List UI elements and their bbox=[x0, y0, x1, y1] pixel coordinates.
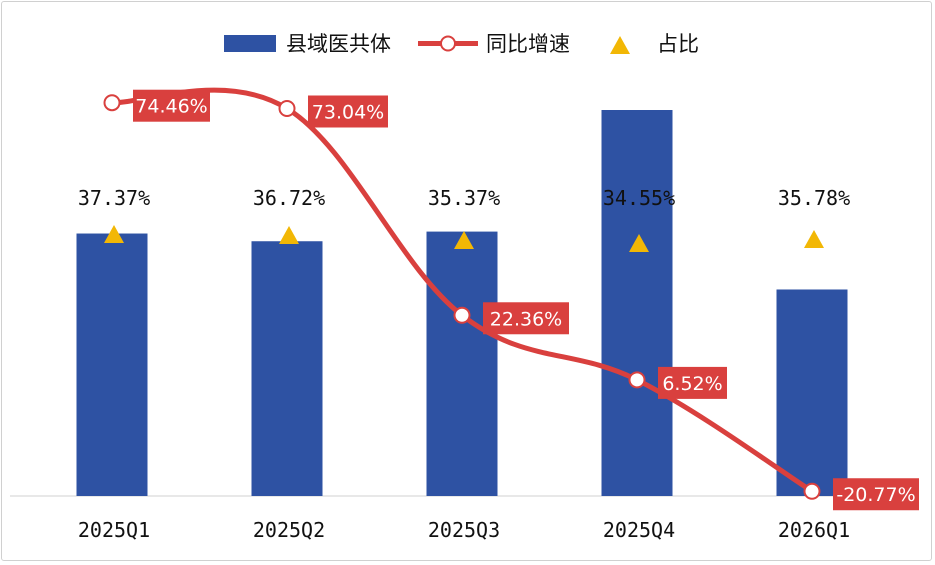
share-label-2025Q3: 35.37% bbox=[428, 186, 500, 210]
legend-label-line: 同比增速 bbox=[486, 32, 570, 56]
bar-2025Q1 bbox=[76, 233, 148, 496]
growth-label-text: 74.46% bbox=[135, 96, 207, 118]
bar-2025Q2 bbox=[251, 241, 323, 496]
share-marker-2025Q3 bbox=[454, 231, 474, 249]
growth-label-bg bbox=[133, 89, 210, 122]
bar-2025Q4 bbox=[601, 110, 673, 496]
legend-swatch-marker bbox=[610, 36, 630, 54]
x-axis-ticks: 2025Q1 2025Q2 2025Q3 2025Q4 2026Q1 bbox=[78, 518, 850, 542]
bar-2025Q3 bbox=[426, 231, 498, 496]
growth-marker-2025Q2 bbox=[278, 99, 296, 117]
share-label-2025Q1: 37.37% bbox=[78, 186, 150, 210]
legend-label-bar: 县域医共体 bbox=[286, 32, 391, 56]
growth-label-2025Q1: 74.46% bbox=[133, 89, 210, 122]
share-marker-2025Q4 bbox=[629, 234, 649, 252]
markers-layer bbox=[104, 225, 824, 252]
x-tick-2025Q4: 2025Q4 bbox=[603, 518, 675, 542]
share-marker-2025Q1 bbox=[104, 225, 124, 243]
x-tick-2025Q2: 2025Q2 bbox=[253, 518, 325, 542]
growth-label-2026Q1: -20.77% bbox=[833, 478, 919, 511]
legend-swatch-bar bbox=[224, 35, 276, 52]
x-tick-2026Q1: 2026Q1 bbox=[778, 518, 850, 542]
share-label-2026Q1: 35.78% bbox=[778, 186, 850, 210]
growth-label-bg bbox=[833, 478, 919, 511]
line-layer bbox=[103, 87, 821, 500]
legend-label-marker: 占比 bbox=[657, 32, 699, 56]
labels-layer: 37.37% 36.72% 35.37% 34.55% 35.78% 74.46% 73.0… bbox=[78, 89, 919, 511]
legend-swatch-line-marker bbox=[440, 35, 456, 52]
growth-label-bg bbox=[483, 302, 569, 335]
growth-label-2025Q3: 22.36% bbox=[483, 302, 569, 335]
share-marker-2026Q1 bbox=[804, 230, 824, 248]
growth-label-text: 6.52% bbox=[662, 373, 722, 395]
share-label-2025Q4: 34.55% bbox=[603, 186, 675, 210]
growth-label-bg bbox=[308, 95, 388, 128]
growth-label-text: 73.04% bbox=[312, 101, 384, 123]
bar-2026Q1 bbox=[776, 289, 848, 496]
growth-label-text: 22.36% bbox=[490, 308, 562, 330]
growth-marker-2025Q4 bbox=[628, 371, 646, 389]
x-tick-2025Q3: 2025Q3 bbox=[428, 518, 500, 542]
bars-layer bbox=[76, 110, 848, 496]
growth-label-bg bbox=[658, 366, 727, 399]
growth-label-text: -20.77% bbox=[836, 484, 915, 506]
x-tick-2025Q1: 2025Q1 bbox=[78, 518, 150, 542]
legend: 县域医共体 同比增速 占比 bbox=[224, 32, 699, 56]
share-label-2025Q2: 36.72% bbox=[253, 186, 325, 210]
growth-marker-2025Q3 bbox=[453, 306, 471, 324]
growth-label-2025Q4: 6.52% bbox=[658, 366, 727, 399]
growth-label-2025Q2: 73.04% bbox=[308, 95, 388, 128]
growth-marker-2025Q1 bbox=[103, 94, 121, 112]
share-marker-2025Q2 bbox=[279, 226, 299, 244]
growth-marker-2026Q1 bbox=[803, 482, 821, 500]
